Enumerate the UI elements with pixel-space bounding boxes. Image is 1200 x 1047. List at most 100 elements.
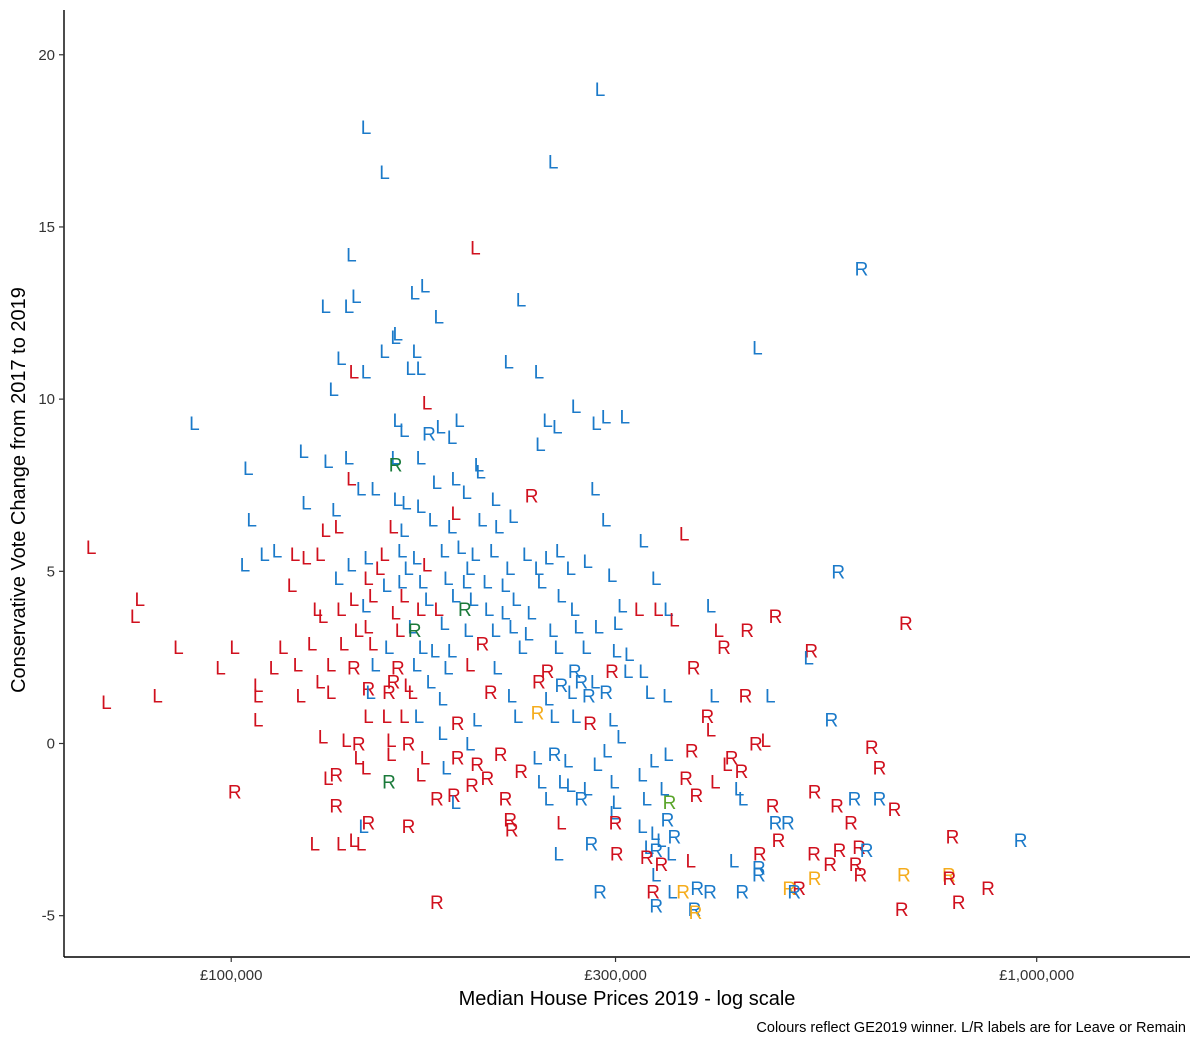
data-point: L <box>336 349 347 370</box>
data-point: L <box>437 724 448 745</box>
data-point: L <box>363 549 374 570</box>
data-point: L <box>649 752 660 773</box>
data-point: R <box>831 562 845 583</box>
y-tick-label: 15 <box>38 219 55 236</box>
data-point: R <box>735 883 749 904</box>
data-point: R <box>830 796 844 817</box>
data-point: L <box>435 418 446 439</box>
data-point: R <box>753 845 767 866</box>
data-point: L <box>490 621 501 642</box>
data-point: R <box>808 869 822 890</box>
data-point: L <box>516 290 527 311</box>
data-point: R <box>541 662 555 683</box>
data-point: L <box>349 363 360 384</box>
data-point: L <box>86 538 97 559</box>
data-point: L <box>363 617 374 638</box>
data-point: L <box>370 480 381 501</box>
data-point: L <box>253 676 264 697</box>
data-point: L <box>365 683 376 704</box>
data-point: L <box>437 690 448 711</box>
data-point: L <box>679 524 690 545</box>
data-point: R <box>391 659 405 680</box>
data-point: L <box>582 552 593 573</box>
data-point: R <box>548 745 562 766</box>
data-point: R <box>494 745 508 766</box>
data-point: R <box>942 865 956 886</box>
data-point: R <box>458 600 472 621</box>
data-point: R <box>663 793 677 814</box>
data-point: R <box>505 821 519 842</box>
data-point: R <box>484 683 498 704</box>
data-point: R <box>610 845 624 866</box>
data-point: R <box>649 896 663 917</box>
data-point: L <box>591 414 602 435</box>
data-point: L <box>416 765 427 786</box>
data-point: L <box>307 635 318 656</box>
data-point: L <box>409 283 420 304</box>
data-point: L <box>356 834 367 855</box>
data-point: R <box>685 741 699 762</box>
data-point: R <box>752 865 766 886</box>
data-point: R <box>725 748 739 769</box>
data-point: L <box>363 707 374 728</box>
data-point: R <box>661 810 675 831</box>
data-point: R <box>352 734 366 755</box>
data-point: R <box>447 786 461 807</box>
data-point: L <box>582 779 593 800</box>
data-point: L <box>333 569 344 590</box>
data-point: L <box>663 745 674 766</box>
data-point: L <box>544 790 555 811</box>
data-point: L <box>456 538 467 559</box>
data-point: L <box>152 686 163 707</box>
data-point: L <box>395 621 406 642</box>
y-tick-label: 5 <box>47 563 55 580</box>
data-point: L <box>331 500 342 521</box>
data-point: L <box>552 418 563 439</box>
data-point: L <box>368 635 379 656</box>
y-tick-label: -5 <box>42 908 55 925</box>
data-point: L <box>278 638 289 659</box>
data-point: L <box>463 621 474 642</box>
data-point: L <box>734 779 745 800</box>
data-point: L <box>370 655 381 676</box>
data-point: L <box>590 480 601 501</box>
data-point: L <box>320 297 331 318</box>
data-point: R <box>739 686 753 707</box>
data-point: L <box>272 542 283 563</box>
data-point: R <box>329 796 343 817</box>
data-point: L <box>393 325 404 346</box>
data-point: L <box>602 741 613 762</box>
data-point: L <box>722 755 733 776</box>
data-point: R <box>769 814 783 835</box>
data-point: L <box>336 600 347 621</box>
data-point: L <box>320 521 331 542</box>
data-point: L <box>229 638 240 659</box>
data-point: L <box>644 838 655 859</box>
data-point: L <box>240 555 251 576</box>
data-point: L <box>638 662 649 683</box>
data-point: L <box>803 648 814 669</box>
data-point: L <box>624 645 635 666</box>
data-point: L <box>490 490 501 511</box>
data-point: L <box>537 772 548 793</box>
data-point: L <box>412 655 423 676</box>
data-point: L <box>465 734 476 755</box>
data-point: R <box>952 893 966 914</box>
data-point: L <box>765 686 776 707</box>
data-point: L <box>566 559 577 580</box>
data-point: L <box>393 490 404 511</box>
data-point: L <box>523 624 534 645</box>
x-tick-label: £300,000 <box>584 967 647 984</box>
data-point: L <box>729 852 740 873</box>
data-point: R <box>402 734 416 755</box>
data-point: L <box>637 765 648 786</box>
data-point: L <box>375 559 386 580</box>
data-point: R <box>574 790 588 811</box>
data-point: R <box>703 883 717 904</box>
data-point: L <box>301 493 312 514</box>
data-point: L <box>443 569 454 590</box>
data-point: L <box>101 693 112 714</box>
y-tick-label: 0 <box>47 735 55 752</box>
data-point: L <box>315 673 326 694</box>
